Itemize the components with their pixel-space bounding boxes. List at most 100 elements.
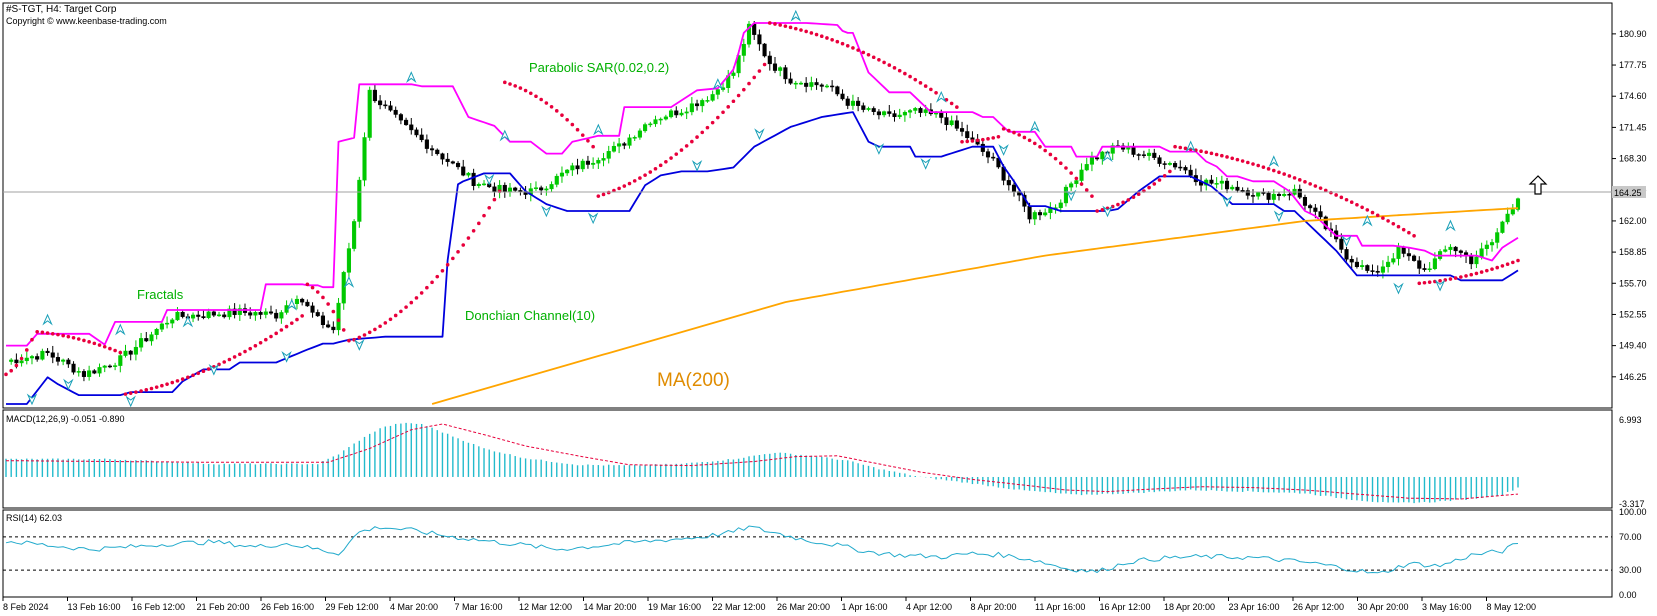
sar-dot [1074,176,1079,181]
sar-dot [1017,133,1021,137]
fractal-down-marker [691,159,703,172]
candle-up [1380,266,1385,273]
symbol-title: #S-TGT, H4: Target Corp [6,4,117,15]
macd-title: MACD(12,26,9) -0.051 -0.890 [6,414,125,424]
candle-down [959,128,965,132]
fractal-up-marker [1268,155,1280,168]
time-tick-label: 26 Mar 20:00 [777,602,830,612]
sar-dot [1053,156,1058,161]
sar-dot [24,348,29,352]
sar-dot [710,120,715,125]
sar-dot [1251,162,1255,166]
candle-up [191,314,196,319]
candle-down [388,105,393,111]
sar-dot [1173,144,1177,149]
sar-dot [1204,150,1209,155]
fractal-down-marker [873,143,885,155]
sar-dot [508,82,512,86]
candle-up [97,367,102,374]
sar-dot [1334,193,1338,197]
sar-dot [487,205,492,210]
sar-dot [1116,202,1120,207]
candle-down [1422,268,1427,270]
sar-dot [97,343,102,347]
sar-dot [4,372,8,377]
sar-dot [1266,167,1271,171]
time-tick-label: 4 Apr 12:00 [906,602,952,612]
fractal-up-marker [1185,140,1196,153]
sar-dot [793,26,798,31]
sar-dot [1386,219,1390,223]
sar-dot [40,330,45,335]
macd-plot [5,422,1519,504]
candle-up [710,94,715,101]
sar-dot [773,22,777,26]
candle-up [1515,198,1521,210]
sar-dot [310,285,315,290]
candle-up [1043,212,1048,216]
candle-down [409,124,414,131]
candle-down [1276,193,1282,196]
price-tick-label: 152.55 [1619,309,1647,319]
candle-up [1084,164,1089,171]
donchian-lower-line [6,111,1519,405]
fractal-down-marker [754,128,765,141]
candle-up [1167,163,1172,165]
candle-up [367,89,372,138]
sar-dot [1235,157,1240,162]
candle-up [216,314,222,317]
sar-dot [336,318,341,323]
sar-dot [528,91,533,96]
candle-down [767,55,772,65]
candle-down [1469,255,1474,265]
sar-dot [1261,165,1266,169]
sar-dot [1396,224,1401,229]
sar-dot [1516,258,1520,263]
fractal-down-marker [587,212,599,225]
rsi-plot [3,525,1612,574]
time-tick-label: 8 Apr 20:00 [971,602,1017,612]
candle-down [1302,196,1308,206]
fractal-up-marker [182,315,194,328]
sar-dot [263,337,268,342]
candle-down [845,98,850,106]
fractal-up-marker [42,313,53,326]
candle-down [1027,206,1032,220]
sar-dot [965,139,970,144]
sar-dot [601,192,606,197]
candle-down [201,316,206,318]
candle-down [310,305,315,313]
candle-up [731,72,736,76]
sar-dot [1453,276,1458,280]
sar-dot [1178,145,1183,150]
price-tick-label: 180.90 [1619,29,1647,39]
sar-dot [362,333,367,337]
fractals-label: Fractals [137,287,184,302]
sar-dot [513,84,517,88]
fractal-up-marker [343,276,355,288]
sar-dot [825,36,829,40]
candle-up [549,184,554,190]
macd-panel-frame [2,409,1613,509]
price-tick-label: 168.30 [1619,154,1647,164]
sar-dot [295,317,299,322]
candle-up [809,82,814,87]
sar-dot [367,330,372,335]
sar-dot [1448,277,1453,281]
fractal-up-marker [1029,120,1041,133]
sar-dot [1417,281,1422,286]
candle-up [1386,261,1391,268]
candle-down [1339,238,1344,250]
sar-dot [1459,275,1463,279]
candle-up [798,82,804,85]
sar-dot [648,170,653,174]
sar-dot [76,337,81,341]
sar-dot [492,197,497,202]
macd-tick-label: 6.993 [1619,415,1642,425]
sar-dot [305,282,310,287]
candle-up [1443,249,1448,252]
candle-down [393,109,398,115]
time-tick-label: 22 Mar 12:00 [713,602,766,612]
candle-up [1032,212,1037,220]
